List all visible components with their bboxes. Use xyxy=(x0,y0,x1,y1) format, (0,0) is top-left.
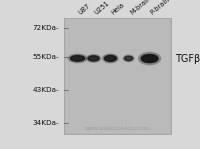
Ellipse shape xyxy=(70,56,85,61)
Text: P-brain: P-brain xyxy=(149,0,171,16)
Ellipse shape xyxy=(86,55,101,62)
Bar xyxy=(66,19,169,133)
Ellipse shape xyxy=(123,55,134,62)
Text: 34KDa-: 34KDa- xyxy=(32,120,59,126)
Text: www.elabscience.com: www.elabscience.com xyxy=(84,126,150,131)
Ellipse shape xyxy=(68,54,87,63)
Text: M-brain: M-brain xyxy=(129,0,152,16)
Text: TGFβR1: TGFβR1 xyxy=(175,54,200,64)
Ellipse shape xyxy=(104,55,116,61)
Ellipse shape xyxy=(103,54,118,63)
Text: U87: U87 xyxy=(77,2,91,16)
Ellipse shape xyxy=(141,55,158,63)
Text: 55KDa-: 55KDa- xyxy=(32,54,59,60)
Ellipse shape xyxy=(88,56,99,61)
Text: 72KDa-: 72KDa- xyxy=(32,25,59,31)
Bar xyxy=(64,18,171,134)
Ellipse shape xyxy=(139,52,161,65)
Ellipse shape xyxy=(124,56,133,61)
Text: 43KDa-: 43KDa- xyxy=(32,87,59,93)
Text: Hela: Hela xyxy=(110,1,125,16)
Text: U251: U251 xyxy=(93,0,110,16)
